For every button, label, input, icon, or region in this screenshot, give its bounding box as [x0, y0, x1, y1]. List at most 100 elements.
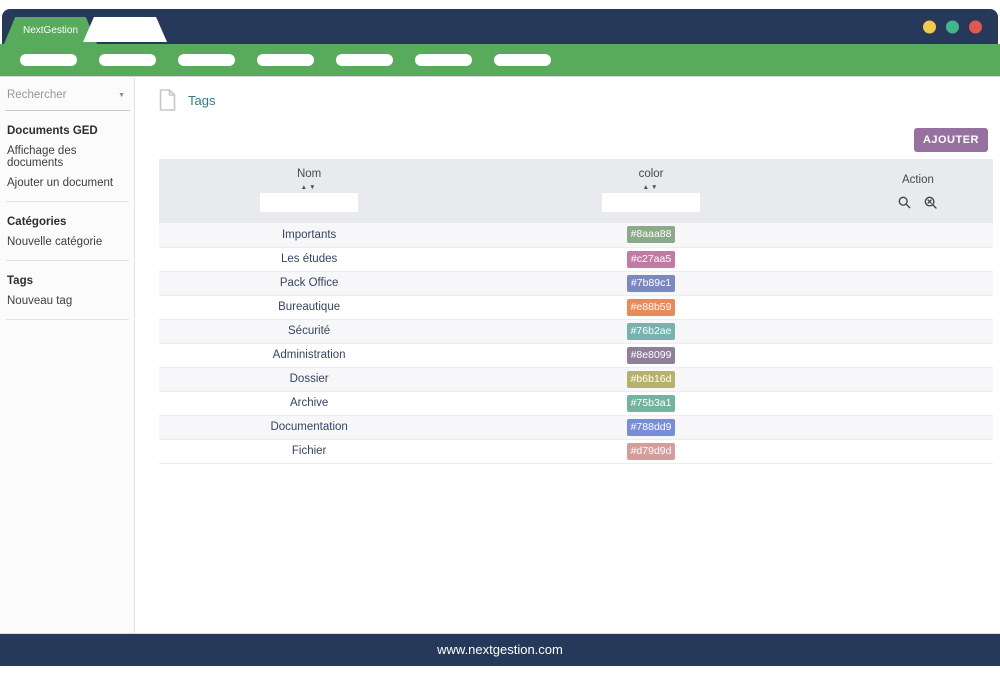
search-icon[interactable]: [898, 196, 911, 209]
color-badge: #8e8099: [626, 346, 676, 364]
table-row: Fichier #d79d9d: [159, 439, 993, 464]
tag-name-cell: Dossier: [159, 367, 460, 392]
main-navbar: [0, 44, 1000, 77]
table-row: Sécurité #76b2ae: [159, 319, 993, 344]
tag-color-cell: #b6b16d: [459, 367, 843, 392]
close-button[interactable]: [969, 20, 982, 33]
color-filter-cell: [459, 191, 843, 223]
footer-url: www.nextgestion.com: [437, 642, 563, 657]
action-cell: [842, 271, 993, 296]
main-content: Tags AJOUTER Nom ▲▼ color ▲▼: [135, 78, 1000, 633]
nav-pill[interactable]: [336, 54, 393, 66]
table-header-row: Nom ▲▼ color ▲▼ Action: [159, 159, 993, 191]
sidebar-divider: [6, 260, 129, 261]
nav-pill[interactable]: [20, 54, 77, 66]
sidebar-sections: Documents GED Affichage des documents Ajou…: [5, 125, 130, 320]
action-cell: [842, 319, 993, 344]
tag-name-cell: Fichier: [159, 439, 460, 464]
table-row: Importants #8aaa88: [159, 223, 993, 248]
toolbar: AJOUTER: [159, 128, 993, 152]
sidebar: Rechercher ▼ Documents GED Affichage des …: [0, 78, 135, 633]
table-row: Documentation #788dd9: [159, 415, 993, 440]
sidebar-section-title: Documents GED: [7, 125, 98, 137]
table-row: Dossier #b6b16d: [159, 367, 993, 392]
browser-tab-blank[interactable]: [83, 17, 167, 42]
sort-arrows[interactable]: ▲▼: [159, 184, 459, 191]
search-dropdown[interactable]: Rechercher ▼: [5, 86, 130, 111]
table-filter-row: [159, 191, 993, 223]
sidebar-section-title: Tags: [7, 275, 33, 287]
column-header-color[interactable]: color ▲▼: [459, 159, 843, 191]
table-row: Archive #75b3a1: [159, 391, 993, 416]
nav-pill[interactable]: [415, 54, 472, 66]
tag-color-cell: #788dd9: [459, 415, 843, 440]
table-row: Administration #8e8099: [159, 343, 993, 368]
sidebar-item[interactable]: Nouvelle catégorie: [7, 236, 103, 248]
nav-pill[interactable]: [494, 54, 551, 66]
table-row: Pack Office #7b89c1: [159, 271, 993, 296]
table-row: Les études #c27aa5: [159, 247, 993, 272]
color-badge: #e88b59: [626, 298, 676, 316]
tag-name-cell: Sécurité: [159, 319, 460, 344]
document-icon: [159, 89, 176, 111]
color-filter-input[interactable]: [602, 193, 701, 212]
sort-asc-icon[interactable]: ▲: [642, 184, 652, 191]
action-cell: [842, 367, 993, 392]
color-badge: #75b3a1: [626, 394, 676, 412]
nom-filter-cell: [159, 191, 460, 223]
tag-color-cell: #d79d9d: [459, 439, 843, 464]
tag-color-cell: #8e8099: [459, 343, 843, 368]
action-cell: [842, 223, 993, 248]
action-cell: [842, 415, 993, 440]
sidebar-item[interactable]: Nouveau tag: [7, 295, 73, 307]
filter-actions-cell: [842, 191, 993, 223]
color-badge: #d79d9d: [626, 442, 676, 460]
chevron-down-icon: ▼: [118, 91, 125, 99]
nom-filter-input[interactable]: [260, 193, 359, 212]
action-cell: [842, 343, 993, 368]
tag-name-cell: Administration: [159, 343, 460, 368]
search-placeholder: Rechercher: [7, 89, 67, 101]
tag-color-cell: #76b2ae: [459, 319, 843, 344]
sort-asc-icon[interactable]: ▲: [300, 184, 310, 191]
browser-tab-label: NextGestion: [22, 25, 79, 36]
tag-color-cell: #c27aa5: [459, 247, 843, 272]
sidebar-item[interactable]: Affichage des documents: [7, 145, 77, 169]
action-cell: [842, 247, 993, 272]
window-controls: [923, 20, 982, 33]
clear-search-icon[interactable]: [924, 196, 938, 209]
sidebar-item[interactable]: Ajouter un document: [7, 177, 114, 189]
nav-pill[interactable]: [178, 54, 235, 66]
maximize-button[interactable]: [946, 20, 959, 33]
color-badge: #76b2ae: [626, 322, 676, 340]
minimize-button[interactable]: [923, 20, 936, 33]
sidebar-divider: [6, 319, 129, 320]
footer: www.nextgestion.com: [0, 633, 1000, 666]
nav-pill[interactable]: [99, 54, 156, 66]
tags-table-body: Importants #8aaa88 Les études #c27aa5 Pack O…: [159, 223, 993, 464]
tag-color-cell: #e88b59: [459, 295, 843, 320]
column-header-nom[interactable]: Nom ▲▼: [159, 159, 460, 191]
tag-color-cell: #75b3a1: [459, 391, 843, 416]
browser-tab-nextgestion[interactable]: NextGestion: [4, 17, 97, 44]
action-cell: [842, 295, 993, 320]
tag-name-cell: Archive: [159, 391, 460, 416]
tag-name-cell: Importants: [159, 223, 460, 248]
tag-name-cell: Documentation: [159, 415, 460, 440]
tag-name-cell: Pack Office: [159, 271, 460, 296]
column-header-action: Action: [842, 159, 993, 191]
sort-arrows[interactable]: ▲▼: [459, 184, 843, 191]
tag-color-cell: #7b89c1: [459, 271, 843, 296]
add-tag-button[interactable]: AJOUTER: [913, 128, 988, 152]
page-title: Tags: [188, 92, 216, 108]
tag-name-cell: Les études: [159, 247, 460, 272]
browser-titlebar: NextGestion: [2, 9, 998, 44]
action-cell: [842, 391, 993, 416]
tag-color-cell: #8aaa88: [459, 223, 843, 248]
tag-name-cell: Bureautique: [159, 295, 460, 320]
color-badge: #8aaa88: [626, 226, 676, 244]
nav-pill[interactable]: [257, 54, 314, 66]
sort-desc-icon[interactable]: ▼: [309, 184, 318, 191]
sort-desc-icon[interactable]: ▼: [651, 184, 660, 191]
